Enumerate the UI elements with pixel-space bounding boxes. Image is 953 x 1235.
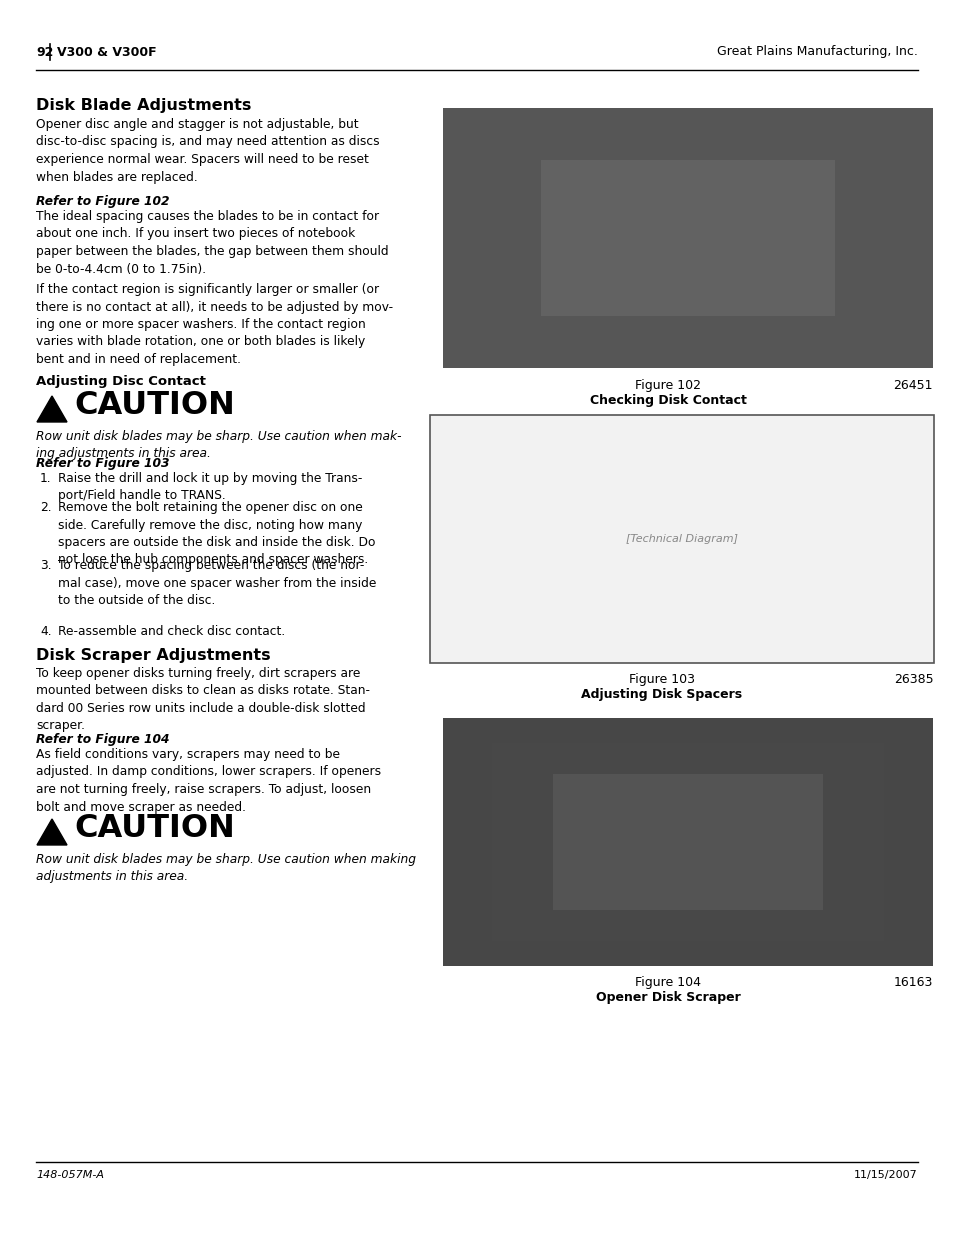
Text: Great Plains Manufacturing, Inc.: Great Plains Manufacturing, Inc.: [717, 46, 917, 58]
Text: Refer to Figure 104: Refer to Figure 104: [36, 734, 170, 746]
Text: Figure 102: Figure 102: [635, 379, 700, 391]
Text: CAUTION: CAUTION: [74, 813, 234, 844]
Text: Figure 103: Figure 103: [628, 673, 695, 685]
Text: Opener disc angle and stagger is not adjustable, but
disc-to-disc spacing is, an: Opener disc angle and stagger is not adj…: [36, 119, 379, 184]
Bar: [479, 127, 895, 348]
Bar: [442, 718, 932, 966]
Text: 4.: 4.: [40, 625, 51, 638]
Text: 1.: 1.: [40, 472, 51, 485]
Text: !: !: [49, 827, 55, 842]
Bar: [492, 742, 883, 941]
Text: Adjusting Disc Contact: Adjusting Disc Contact: [36, 375, 206, 388]
Text: 26451: 26451: [893, 379, 932, 391]
Text: If the contact region is significantly larger or smaller (or
there is no contact: If the contact region is significantly l…: [36, 283, 393, 366]
Text: Row unit disk blades may be sharp. Use caution when making
adjustments in this a: Row unit disk blades may be sharp. Use c…: [36, 853, 416, 883]
Polygon shape: [37, 396, 67, 422]
Text: 92: 92: [36, 46, 53, 58]
Bar: [553, 774, 821, 910]
Text: Raise the drill and lock it up by moving the Trans-
port/Field handle to TRANS.: Raise the drill and lock it up by moving…: [58, 472, 362, 503]
Text: Checking Disk Contact: Checking Disk Contact: [589, 394, 745, 408]
Text: To keep opener disks turning freely, dirt scrapers are
mounted between disks to : To keep opener disks turning freely, dir…: [36, 667, 370, 732]
Text: Remove the bolt retaining the opener disc on one
side. Carefully remove the disc: Remove the bolt retaining the opener dis…: [58, 501, 375, 567]
Text: 148-057M-A: 148-057M-A: [36, 1170, 104, 1179]
Text: V300 & V300F: V300 & V300F: [57, 46, 156, 58]
Bar: [430, 415, 933, 663]
Text: Opener Disk Scraper: Opener Disk Scraper: [595, 990, 740, 1004]
Bar: [442, 107, 932, 368]
Text: As field conditions vary, scrapers may need to be
adjusted. In damp conditions, : As field conditions vary, scrapers may n…: [36, 748, 381, 814]
Text: [Technical Diagram]: [Technical Diagram]: [625, 534, 738, 543]
Text: 11/15/2007: 11/15/2007: [853, 1170, 917, 1179]
Polygon shape: [37, 819, 67, 845]
Text: Row unit disk blades may be sharp. Use caution when mak-
ing adjustments in this: Row unit disk blades may be sharp. Use c…: [36, 430, 401, 459]
Text: !: !: [49, 404, 55, 419]
Bar: [442, 107, 932, 368]
Text: 3.: 3.: [40, 559, 51, 572]
Text: 16163: 16163: [893, 976, 932, 989]
Text: To reduce the spacing between the discs (the nor-
mal case), move one spacer was: To reduce the spacing between the discs …: [58, 559, 376, 606]
Text: 2.: 2.: [40, 501, 51, 514]
Bar: [442, 718, 932, 966]
Text: Disk Scraper Adjustments: Disk Scraper Adjustments: [36, 648, 271, 663]
Text: Figure 104: Figure 104: [635, 976, 700, 989]
Text: 26385: 26385: [893, 673, 933, 685]
Text: The ideal spacing causes the blades to be in contact for
about one inch. If you : The ideal spacing causes the blades to b…: [36, 210, 388, 275]
Text: Refer to Figure 103: Refer to Figure 103: [36, 457, 170, 471]
Text: CAUTION: CAUTION: [74, 390, 234, 421]
Text: Refer to Figure 102: Refer to Figure 102: [36, 195, 170, 207]
Text: Disk Blade Adjustments: Disk Blade Adjustments: [36, 98, 251, 112]
Bar: [540, 161, 834, 316]
Text: Adjusting Disk Spacers: Adjusting Disk Spacers: [580, 688, 741, 701]
Text: Re-assemble and check disc contact.: Re-assemble and check disc contact.: [58, 625, 285, 638]
